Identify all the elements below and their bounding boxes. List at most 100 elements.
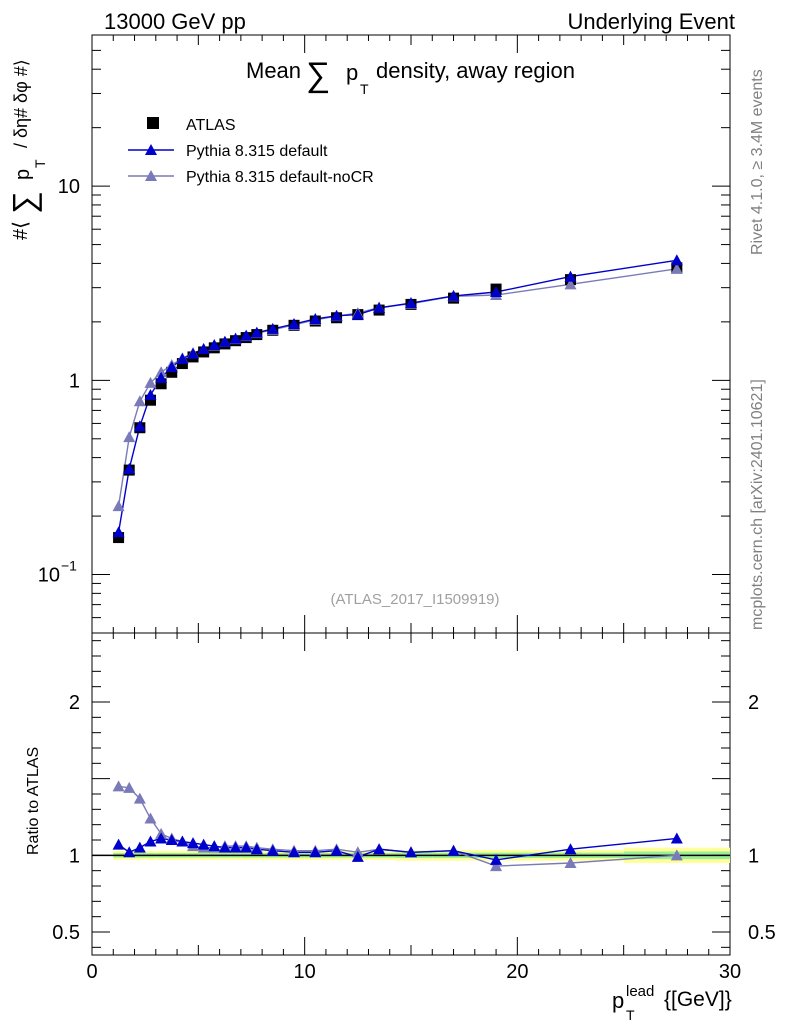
ratio-plot-frame: [91, 632, 731, 956]
ylabel-sub: T: [32, 159, 48, 168]
mcplots-label: mcplots.cern.ch [arXiv:2401.10621]: [749, 379, 766, 630]
y-tick-label-exp: −1: [61, 558, 77, 574]
point-default: [670, 254, 683, 266]
point-default: [564, 270, 577, 282]
ratio-point-default: [229, 841, 242, 853]
title-p: p: [346, 60, 358, 85]
point-default: [447, 289, 460, 301]
x-tick-label: 20: [506, 961, 528, 983]
point-default: [176, 352, 189, 364]
ratio-point-default: [266, 844, 279, 856]
ratio-point-default: [490, 853, 503, 865]
point-default: [123, 462, 136, 474]
xlabel-sub: T: [626, 1007, 635, 1023]
ratio-point-default: [144, 835, 157, 847]
ratio-point-default: [564, 843, 577, 855]
ratio-point-default: [447, 844, 460, 856]
y-axis-label: #⟨ ∑ p T / δη# δφ #⟩: [6, 59, 48, 240]
legend-label-atlas: ATLAS: [186, 117, 236, 134]
ratio-point-nocr: [564, 857, 577, 868]
point-default: [250, 326, 263, 338]
ratio-point-nocr: [133, 792, 146, 804]
ratio-axis-ticks: 0 10 20 30 0.5 0.5 1 1 2 2: [52, 633, 776, 983]
point-nocr: [670, 262, 683, 274]
analysis-tag: (ATLAS_2017_I1509919): [330, 591, 499, 608]
ratio-point-default: [373, 843, 386, 855]
point-default: [373, 301, 386, 313]
point-default: [330, 309, 343, 321]
point-default: [112, 526, 125, 538]
ratio-point-default: [208, 840, 221, 852]
ylabel-post: / δη# δφ #⟩: [11, 59, 31, 148]
point-nocr: [564, 278, 577, 290]
point-atlas: [155, 378, 167, 390]
legend-marker-atlas: [147, 117, 159, 129]
x-tick-label: 0: [86, 961, 97, 983]
y-tick-label: 10: [38, 565, 60, 587]
ratio-point-default: [405, 846, 417, 858]
ratio-point-default: [187, 837, 200, 849]
ratio-point-nocr: [144, 812, 157, 824]
xlabel-sup: lead: [626, 983, 654, 1000]
point-default: [309, 312, 322, 324]
ratio-y-tick-label: 1: [69, 845, 80, 867]
ratio-point-default: [197, 838, 210, 850]
ratio-point-default: [309, 846, 322, 858]
ratio-point-default: [250, 843, 263, 855]
point-default: [197, 342, 210, 354]
ratio-point-default: [351, 850, 364, 862]
point-default: [229, 332, 242, 344]
ratio-point-default: [670, 832, 683, 844]
point-default: [155, 371, 168, 383]
ratio-point-default: [112, 838, 125, 850]
ratio-y-tick-label: 2: [69, 692, 80, 714]
ratio-y-tick-label: 0.5: [52, 922, 80, 944]
x-tick-label: 30: [719, 961, 741, 983]
ratio-point-default: [123, 846, 136, 858]
point-default: [187, 347, 200, 359]
point-default: [288, 318, 301, 330]
xlabel-p: p: [612, 988, 624, 1013]
ratio-point-default: [330, 844, 343, 856]
ratio-y-tick-label-right: 1: [748, 845, 759, 867]
point-atlas: [113, 532, 125, 544]
legend-marker-nocr: [145, 170, 157, 181]
header-right: Underlying Event: [567, 9, 735, 34]
ratio-point-default: [240, 841, 253, 853]
point-atlas: [166, 366, 178, 378]
point-default: [133, 420, 146, 432]
title-sigma: ∑: [306, 56, 330, 94]
ratio-point-default: [133, 841, 146, 853]
point-nocr: [133, 395, 146, 407]
ratio-point-default: [165, 834, 178, 845]
xlabel-unit: {[GeV]}: [664, 988, 732, 1011]
title-mean: Mean: [246, 58, 301, 83]
point-default: [165, 361, 178, 373]
point-atlas: [144, 394, 156, 406]
ratio-point-nocr: [123, 781, 136, 793]
rivet-label: Rivet 4.1.0, ≥ 3.4M events: [749, 69, 766, 255]
point-nocr: [112, 500, 125, 512]
ratio-point-default: [218, 841, 231, 853]
point-nocr: [144, 376, 157, 388]
ratio-series-layer: [112, 780, 683, 872]
point-nocr: [123, 431, 136, 443]
ratio-point-default: [176, 835, 189, 847]
y-tick-label: 1: [69, 370, 80, 392]
series-line-default: [117, 259, 677, 533]
point-default: [351, 308, 364, 320]
ratio-y-tick-label-right: 2: [748, 692, 759, 714]
ratio-point-nocr: [112, 780, 125, 792]
main-series-layer: [112, 254, 683, 544]
point-default: [405, 297, 417, 309]
x-tick-label: 10: [294, 961, 316, 983]
x-axis-label: p T lead {[GeV]}: [612, 983, 732, 1023]
point-default: [490, 285, 503, 297]
ratio-point-nocr: [490, 860, 503, 872]
point-nocr: [155, 366, 168, 378]
title-rest: density, away region: [376, 58, 575, 83]
ylabel-p: p: [12, 169, 34, 180]
ratio-y-tick-label-right: 0.5: [748, 922, 776, 944]
